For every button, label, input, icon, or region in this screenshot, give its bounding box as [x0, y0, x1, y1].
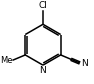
Text: N: N [81, 59, 87, 68]
Text: N: N [40, 66, 46, 75]
Text: Cl: Cl [39, 1, 47, 10]
Text: Me: Me [0, 56, 13, 65]
